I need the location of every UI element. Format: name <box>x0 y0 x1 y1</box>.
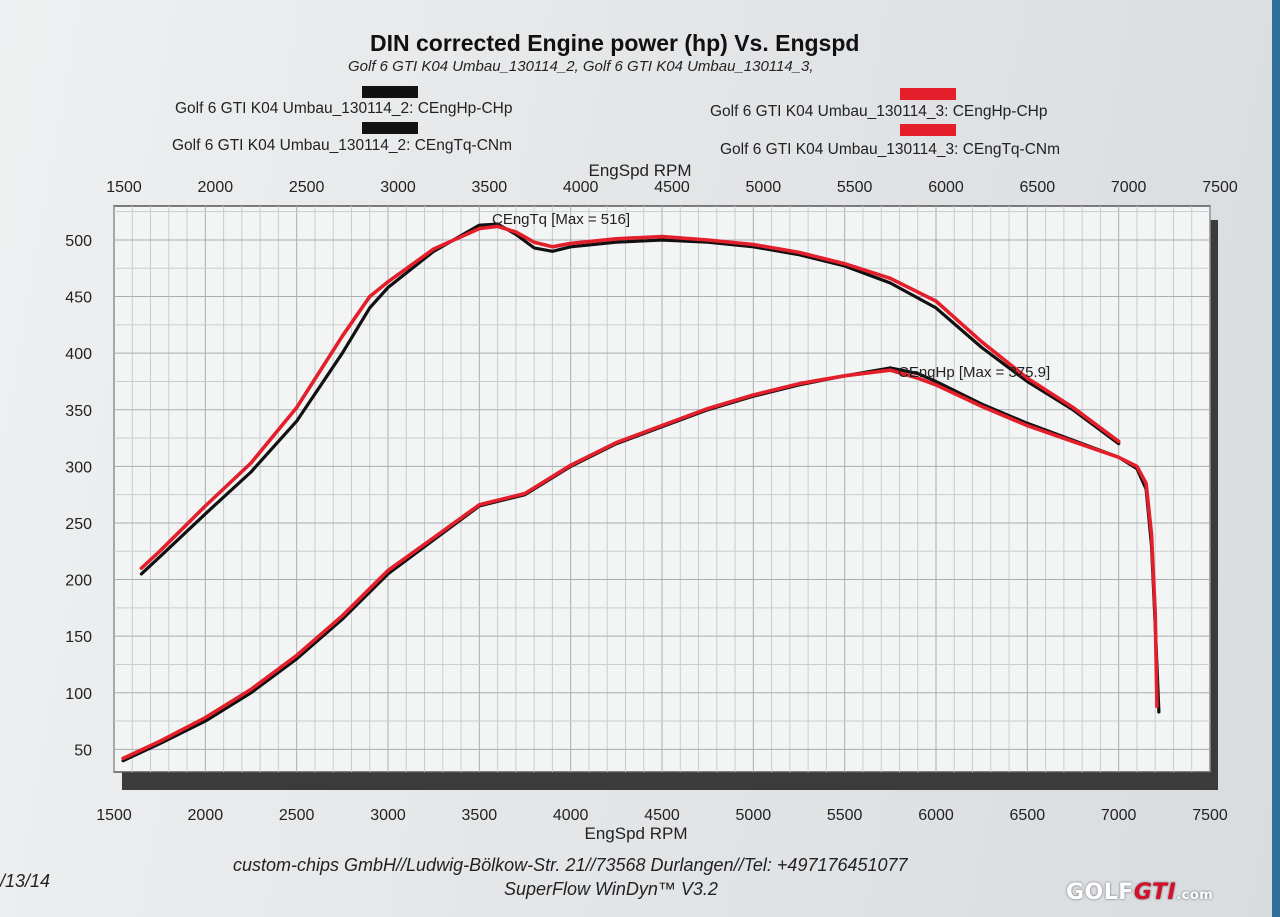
y-tick-label: 100 <box>65 686 92 703</box>
grid <box>113 206 1211 772</box>
x-tick-label-top: 5000 <box>746 179 782 196</box>
x-tick-label-bottom: 1500 <box>96 807 132 824</box>
x-tick-label-bottom: 6500 <box>1010 807 1046 824</box>
x-tick-label-bottom: 7000 <box>1101 807 1137 824</box>
torque-max-annotation: CEngTq [Max = 516] <box>492 211 630 228</box>
x-tick-label-top: 2000 <box>198 179 234 196</box>
x-axis-top: 1500 2000 2500 3000 3500 4000 4500 5000 5500 6000… <box>106 179 1238 196</box>
x-axis-label-bottom: EngSpd RPM <box>585 824 688 843</box>
x-tick-label-bottom: 5000 <box>736 807 772 824</box>
y-tick-label: 150 <box>65 629 92 646</box>
legend-swatch-1 <box>362 86 418 98</box>
x-axis-bottom: 1500 2000 2500 3000 3500 4000 4500 5000 5500 6000… <box>96 807 1228 824</box>
x-tick-label-top: 4500 <box>654 179 690 196</box>
footer-date: /13/14 <box>0 871 51 891</box>
legend-swatch-3 <box>362 122 418 134</box>
series-line-2 <box>121 368 1159 761</box>
x-tick-label-top: 6500 <box>1020 179 1056 196</box>
y-tick-label: 350 <box>65 403 92 420</box>
y-tick-label: 450 <box>65 290 92 307</box>
legend-swatch-4 <box>900 124 956 136</box>
footer-software: SuperFlow WinDyn™ V3.2 <box>504 879 718 899</box>
footer-company: custom-chips GmbH//Ludwig-Bölkow-Str. 21… <box>233 855 908 875</box>
x-tick-label-bottom: 2500 <box>279 807 315 824</box>
x-tick-label-top: 7500 <box>1202 179 1238 196</box>
y-tick-label: 200 <box>65 573 92 590</box>
x-tick-label-bottom: 7500 <box>1192 807 1228 824</box>
series-lines <box>121 222 1161 763</box>
x-tick-label-top: 3500 <box>472 179 508 196</box>
y-tick-label: 50 <box>74 742 92 759</box>
y-axis: 50 100 150 200 250 300 350 400 450 500 <box>65 233 92 759</box>
x-tick-label-top: 4000 <box>563 179 599 196</box>
series-line-3 <box>139 222 1121 576</box>
x-tick-label-top: 3000 <box>380 179 416 196</box>
x-tick-label-top: 2500 <box>289 179 325 196</box>
chart-title: DIN corrected Engine power (hp) Vs. Engs… <box>370 30 860 56</box>
chart-subtitle: Golf 6 GTI K04 Umbau_130114_2, Golf 6 GT… <box>348 58 814 75</box>
x-tick-label-bottom: 5500 <box>827 807 863 824</box>
x-tick-label-top: 7000 <box>1111 179 1147 196</box>
x-tick-label-bottom: 3500 <box>462 807 498 824</box>
x-tick-label-top: 6000 <box>928 179 964 196</box>
x-tick-label-top: 1500 <box>106 179 142 196</box>
x-tick-label-bottom: 4000 <box>553 807 589 824</box>
legend-label-2: Golf 6 GTI K04 Umbau_130114_3: CEngHp-CH… <box>710 103 1048 120</box>
y-tick-label: 500 <box>65 233 92 250</box>
brand-right: GTI <box>1133 880 1177 905</box>
y-tick-label: 400 <box>65 346 92 363</box>
x-axis-label-top: EngSpd RPM <box>589 161 692 180</box>
y-tick-label: 300 <box>65 459 92 476</box>
y-tick-label: 250 <box>65 516 92 533</box>
brand-left: GOLF <box>1066 880 1134 905</box>
legend-label-1: Golf 6 GTI K04 Umbau_130114_2: CEngHp-CH… <box>175 100 513 117</box>
x-tick-label-bottom: 2000 <box>188 807 224 824</box>
x-tick-label-top: 5500 <box>837 179 873 196</box>
legend-label-4: Golf 6 GTI K04 Umbau_130114_3: CEngTq-CN… <box>720 141 1061 158</box>
golfgti-watermark-logo: GOLFGTI.com <box>1066 880 1213 905</box>
series-line-4 <box>139 224 1121 571</box>
brand-suffix: .com <box>1176 888 1214 903</box>
legend-label-3: Golf 6 GTI K04 Umbau_130114_2: CEngTq-CN… <box>172 137 513 154</box>
background-edge <box>1272 0 1280 917</box>
x-tick-label-bottom: 6000 <box>918 807 954 824</box>
power-max-annotation: CEngHp [Max = 375.9] <box>898 364 1050 381</box>
x-tick-label-bottom: 3000 <box>370 807 406 824</box>
legend-swatch-2 <box>900 88 956 100</box>
x-tick-label-bottom: 4500 <box>644 807 680 824</box>
